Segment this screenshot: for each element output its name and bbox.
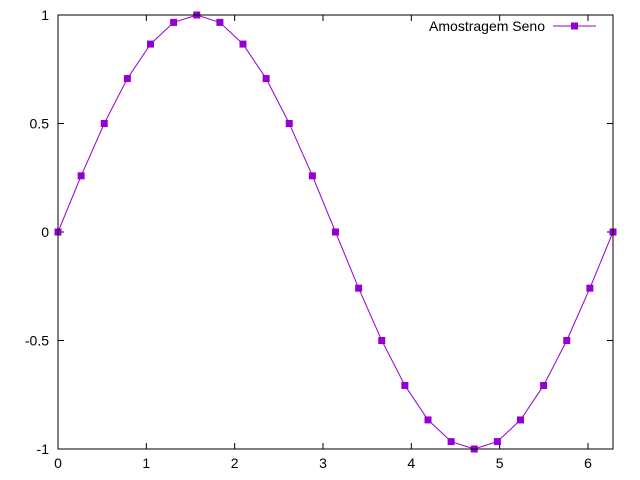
x-tick-label: 6 <box>584 455 592 471</box>
data-point <box>308 172 316 180</box>
data-point <box>378 337 386 344</box>
data-point <box>239 40 247 48</box>
x-tick-label: 2 <box>231 455 239 471</box>
y-tick-label: 0.5 <box>30 116 50 132</box>
data-point <box>262 75 270 83</box>
y-tick-label: -0.5 <box>25 333 49 349</box>
data-point <box>100 120 108 127</box>
data-point <box>447 438 455 446</box>
x-tick-label: 4 <box>407 455 415 471</box>
data-point <box>170 18 178 26</box>
data-point <box>285 120 293 127</box>
tick-labels: 0 1 2 3 4 5 6 -1 -0.5 0 0.5 1 <box>25 7 592 471</box>
data-point <box>586 284 594 292</box>
series-layer <box>54 11 617 453</box>
x-tick-label: 0 <box>54 455 62 471</box>
data-point <box>123 75 131 83</box>
legend: Amostragem Seno <box>429 18 596 34</box>
data-point <box>401 381 409 389</box>
data-point <box>493 438 501 446</box>
legend-label: Amostragem Seno <box>429 18 545 34</box>
data-point <box>424 416 432 424</box>
data-point <box>563 337 571 344</box>
data-point <box>216 18 224 26</box>
x-tick-label: 1 <box>142 455 150 471</box>
plot-frame <box>57 14 614 450</box>
data-point <box>517 416 525 424</box>
y-tick-label: 1 <box>41 7 49 23</box>
data-point <box>332 228 340 236</box>
x-tick-label: 3 <box>319 455 327 471</box>
data-point <box>147 40 155 48</box>
y-tick-label: 0 <box>41 224 49 240</box>
y-tick-label: -1 <box>37 441 50 457</box>
data-point <box>540 381 548 389</box>
data-point <box>77 172 85 180</box>
x-tick-label: 5 <box>496 455 504 471</box>
data-point <box>355 284 363 292</box>
legend-marker <box>571 22 578 30</box>
